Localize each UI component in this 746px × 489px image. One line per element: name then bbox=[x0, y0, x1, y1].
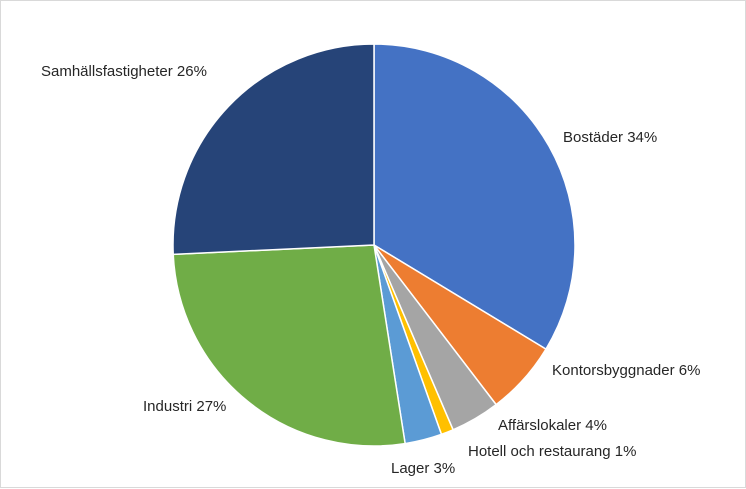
label-bostader: Bostäder 34% bbox=[563, 129, 657, 146]
pie-slice-industri bbox=[172, 244, 406, 447]
label-affarslokaler: Affärslokaler 4% bbox=[498, 417, 607, 434]
label-lager: Lager 3% bbox=[391, 460, 455, 477]
label-samhallsfastigheter: Samhällsfastigheter 26% bbox=[41, 63, 207, 80]
data-labels: Bostäder 34% Kontorsbyggnader 6% Affärsl… bbox=[41, 63, 700, 477]
pie-slice-bostäder bbox=[373, 43, 576, 351]
label-kontorsbyggnader: Kontorsbyggnader 6% bbox=[552, 362, 700, 379]
label-industri: Industri 27% bbox=[143, 398, 226, 415]
label-hotell-och-restaurang: Hotell och restaurang 1% bbox=[468, 443, 636, 460]
pie-slice-samhällsfastigheter bbox=[172, 43, 375, 256]
pie-slices bbox=[172, 43, 576, 447]
